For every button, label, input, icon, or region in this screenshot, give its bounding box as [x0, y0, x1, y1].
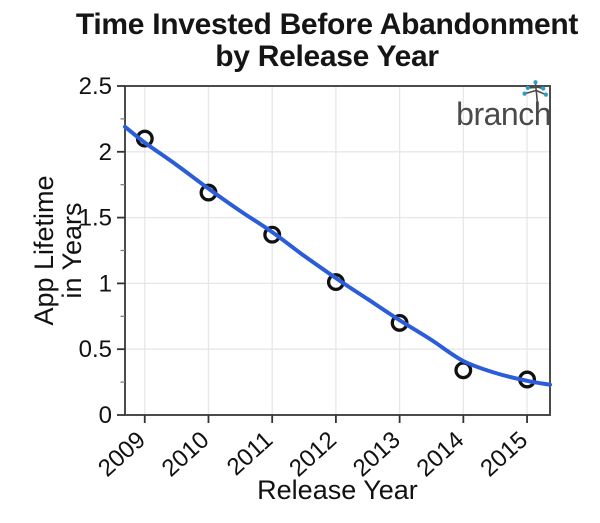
x-tick-label: 2015: [475, 426, 533, 482]
branch-sprig-icon: [522, 80, 548, 107]
chart-title-line1: Time Invested Before Abandonment: [75, 8, 579, 41]
chart-title-line2: by Release Year: [215, 40, 439, 73]
x-tick-label: 2014: [412, 426, 470, 482]
y-tick-label: 1.5: [79, 205, 112, 232]
x-tick-label: 2011: [222, 426, 278, 481]
sprig-bud: [533, 80, 538, 85]
branch-logo-text: branch: [456, 96, 551, 132]
sprig-bud: [543, 92, 548, 97]
chart-title: Time Invested Before Abandonment by Rele…: [54, 9, 600, 73]
y-tick-label: 0: [99, 402, 112, 429]
sprig-branch: [525, 89, 537, 95]
plot-frame: [124, 85, 551, 416]
sprig-bud: [522, 91, 527, 96]
sprig-branch: [535, 89, 546, 95]
x-tick-label: 2012: [284, 426, 342, 482]
y-tick-label: 2.5: [79, 73, 112, 100]
sprig-bud: [541, 86, 546, 91]
x-tick-label: 2010: [157, 426, 215, 482]
branch-logo: branch: [456, 80, 551, 135]
y-tick-label: 1: [99, 270, 112, 297]
y-axis-label-line: App Lifetime: [29, 175, 59, 325]
y-axis-label-line: in Years: [57, 202, 87, 298]
trend-line: [123, 124, 552, 387]
x-tick-label: 2013: [348, 426, 406, 482]
x-tick-label: 2009: [93, 426, 151, 482]
y-tick-label: 2: [99, 139, 112, 166]
sprig-bud: [525, 85, 530, 90]
sprig-stem: [534, 83, 539, 107]
y-tick-label: 0.5: [79, 336, 112, 363]
x-axis-label: Release Year: [257, 475, 418, 505]
